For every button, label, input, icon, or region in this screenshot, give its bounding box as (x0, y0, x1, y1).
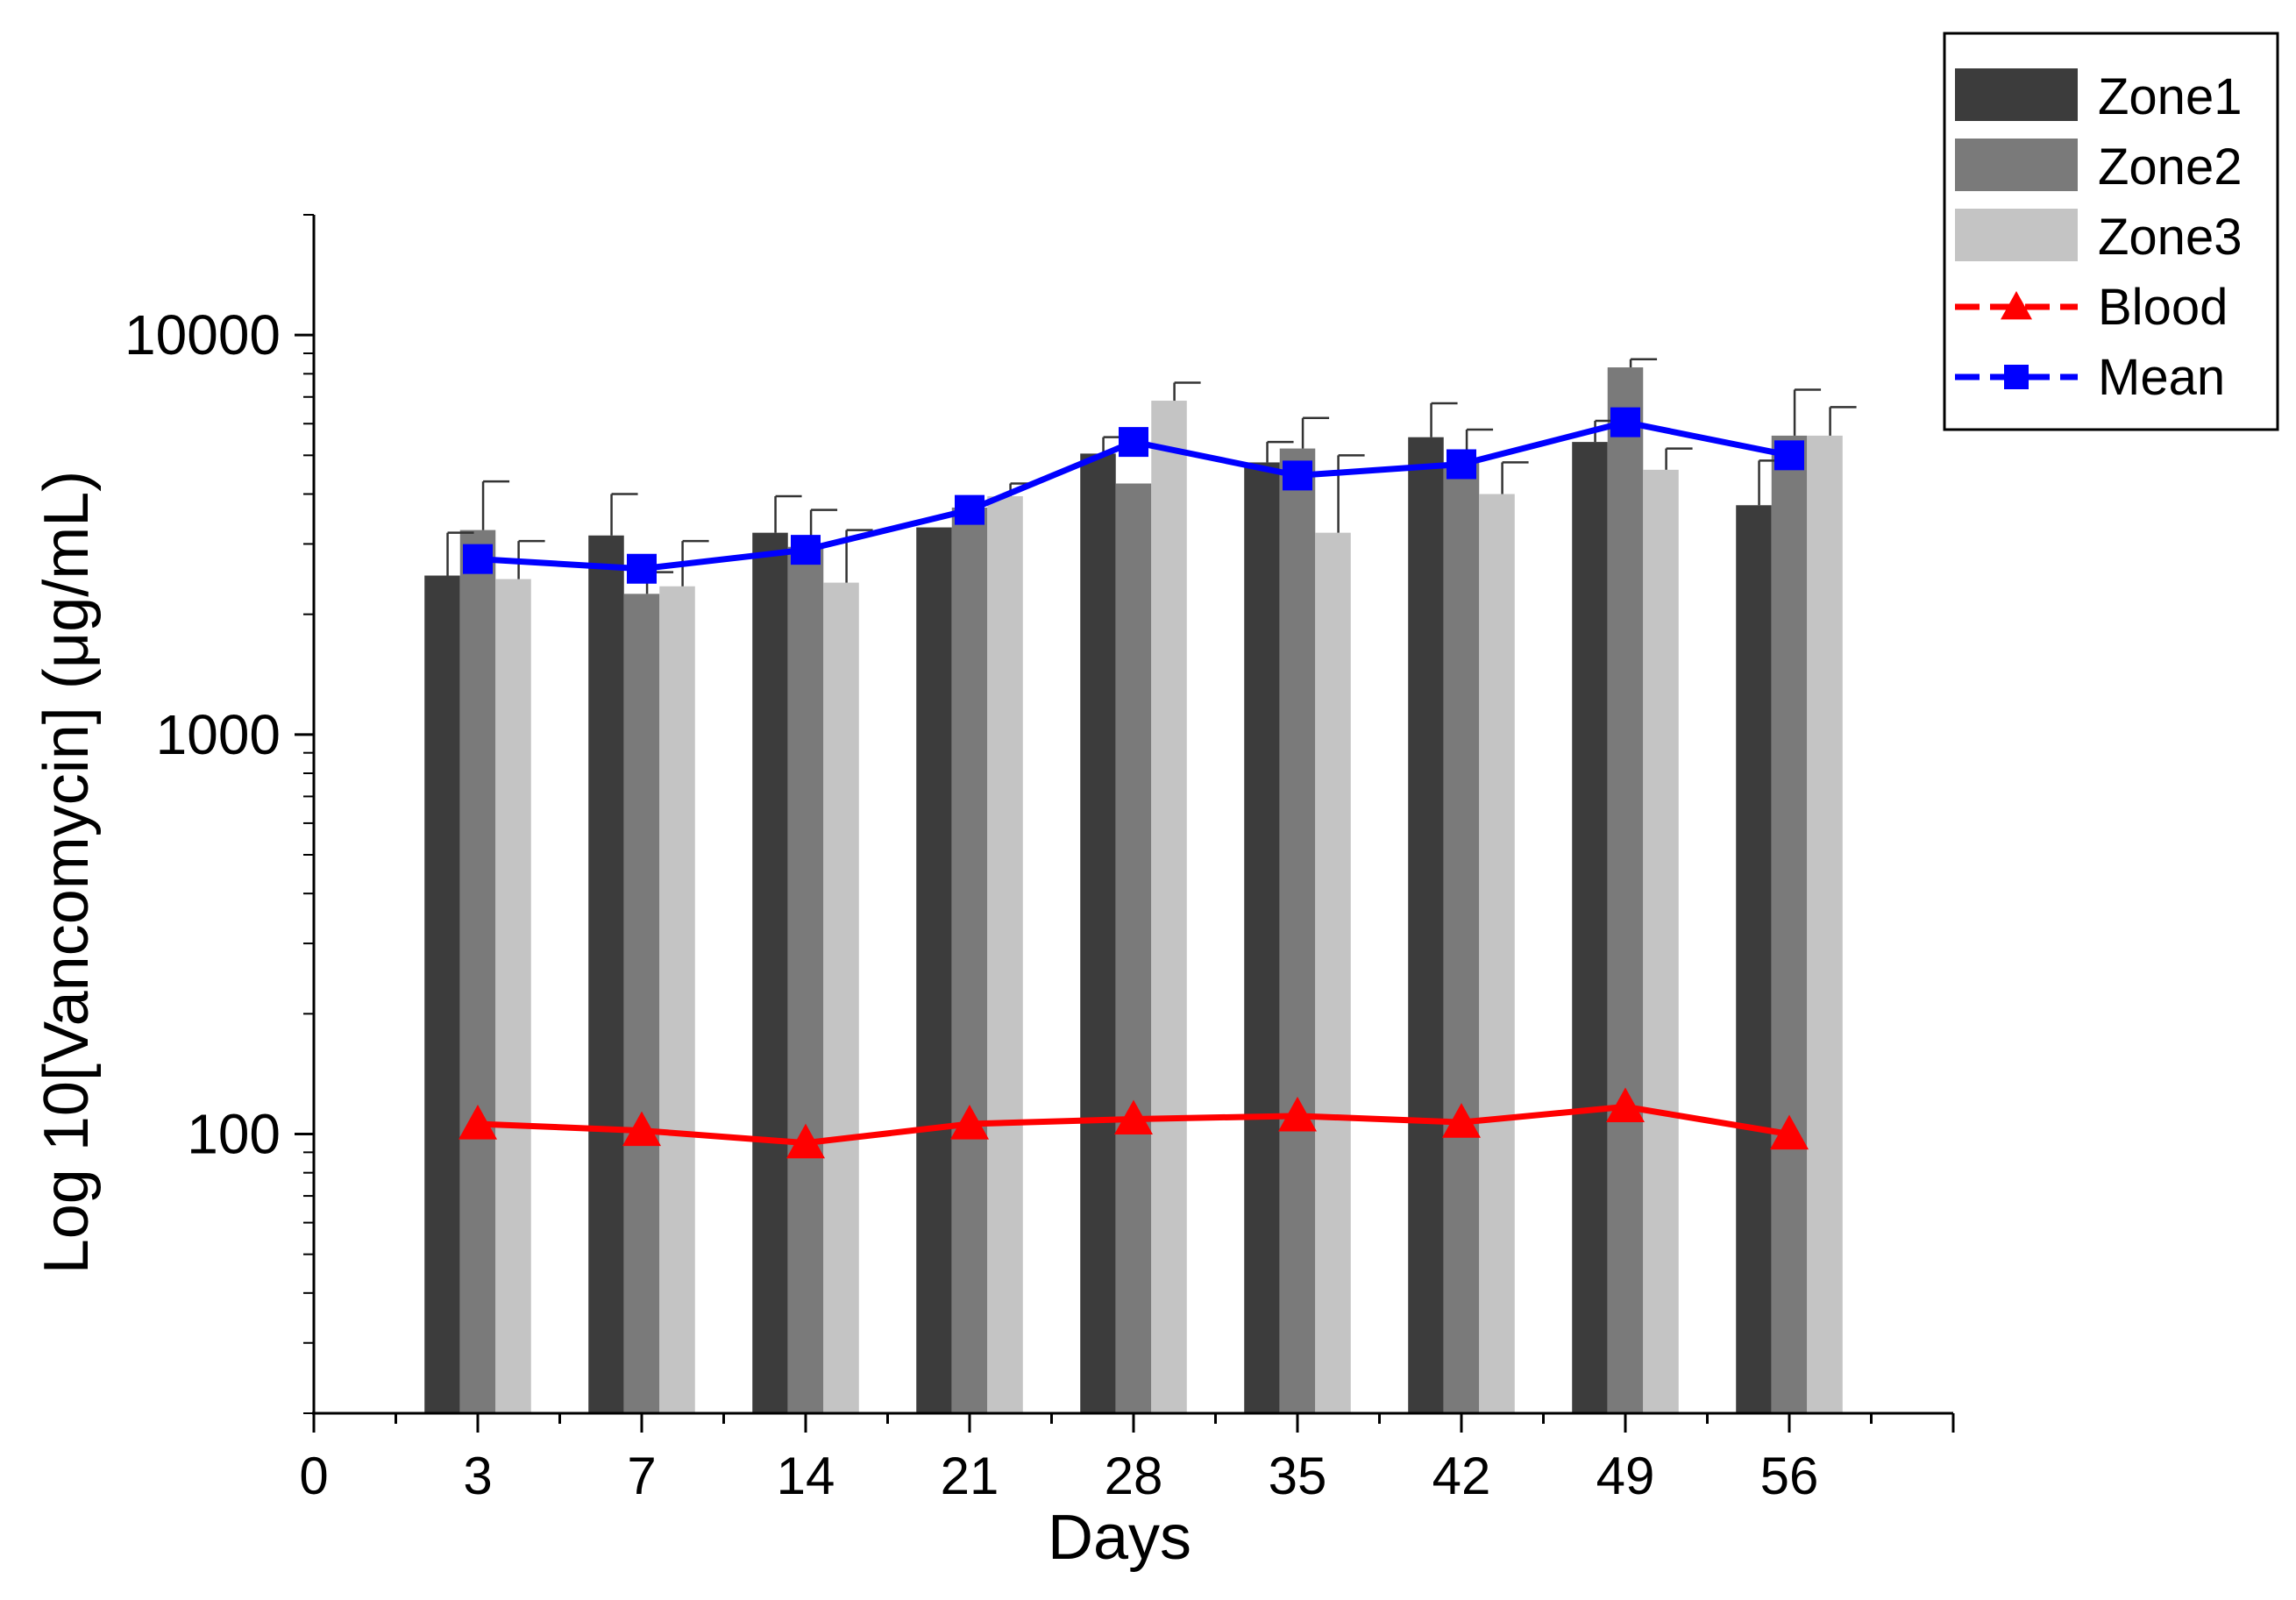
marker-mean (791, 535, 821, 565)
bar-zone1 (752, 532, 788, 1413)
bar-zone3 (1807, 435, 1843, 1414)
legend-swatch (1955, 68, 2078, 121)
bar-zone3 (1151, 401, 1187, 1413)
legend-label: Mean (2098, 349, 2225, 406)
x-tick-label: 0 (299, 1447, 328, 1505)
bar-zone2 (1443, 462, 1480, 1414)
y-axis-title: Log 10[Vancomycin] (μg/mL) (32, 471, 102, 1275)
marker-mean (463, 544, 493, 574)
marker-blood (950, 1104, 989, 1140)
bar-zone1 (1408, 437, 1444, 1413)
bar-zone1 (1736, 505, 1772, 1414)
bar-zone1 (1244, 462, 1280, 1414)
bar-zone2 (787, 546, 824, 1413)
x-tick-label: 28 (1105, 1447, 1163, 1505)
y-tick-label: 100 (187, 1103, 281, 1166)
legend-label: Zone2 (2098, 139, 2242, 196)
bar-zone2 (1115, 483, 1152, 1413)
x-tick-label: 3 (463, 1447, 492, 1505)
x-tick-label: 49 (1596, 1447, 1655, 1505)
marker-mean (1119, 427, 1148, 458)
marker-mean (955, 494, 985, 525)
bar-zone2 (1279, 448, 1316, 1413)
marker-blood (1278, 1096, 1317, 1132)
x-tick-label: 14 (777, 1447, 835, 1505)
x-axis-title: Days (1048, 1503, 1191, 1573)
bar-zone3 (1315, 532, 1351, 1413)
x-tick-label: 35 (1269, 1447, 1327, 1505)
legend-label: Zone1 (2098, 68, 2242, 125)
legend-marker (2004, 365, 2029, 389)
bar-zone2 (1607, 367, 1644, 1414)
y-tick-label: 10000 (124, 303, 281, 366)
bar-zone2 (951, 507, 988, 1413)
legend-swatch (1955, 139, 2078, 191)
marker-blood (1442, 1103, 1481, 1138)
marker-blood (786, 1123, 825, 1159)
marker-blood (458, 1104, 497, 1140)
bar-zone1 (424, 575, 460, 1413)
bars-layer (424, 367, 1843, 1414)
bar-zone2 (459, 530, 496, 1413)
bar-zone3 (1479, 494, 1515, 1413)
legend-swatch (1955, 209, 2078, 261)
legend-label: Blood (2098, 279, 2228, 336)
x-tick-label: 7 (627, 1447, 656, 1505)
legend-marker (2001, 291, 2032, 320)
marker-blood (622, 1111, 661, 1147)
ticks-layer: 0 3 7 14 21 28 35 42 49 56 100 1000 10000 (124, 214, 1955, 1505)
marker-blood (1606, 1087, 1645, 1123)
bar-zone2 (623, 594, 660, 1413)
x-tick-label: 21 (941, 1447, 999, 1505)
x-tick-label: 56 (1760, 1447, 1819, 1505)
marker-blood (1114, 1099, 1153, 1135)
bar-zone2 (1771, 435, 1808, 1414)
marker-mean (1283, 460, 1312, 491)
y-tick-label: 1000 (156, 703, 281, 766)
marker-mean (1610, 407, 1640, 437)
marker-blood (1770, 1114, 1809, 1150)
x-tick-label: 42 (1432, 1447, 1491, 1505)
bar-zone1 (588, 535, 624, 1413)
bar-zone1 (916, 527, 952, 1413)
bar-zone1 (1080, 453, 1116, 1413)
lines-layer (458, 407, 1809, 1159)
bar-zone3 (495, 579, 531, 1413)
bar-zone3 (823, 582, 859, 1413)
legend-label: Zone3 (2098, 209, 2242, 266)
bar-zone3 (987, 495, 1023, 1413)
bar-zone1 (1572, 442, 1608, 1413)
bar-zone3 (659, 586, 695, 1413)
legend: Zone1 Zone2 Zone3 Blood Mean (1943, 32, 2279, 431)
marker-mean (627, 553, 657, 584)
marker-mean (1447, 449, 1476, 480)
bar-zone3 (1643, 469, 1679, 1413)
marker-mean (1774, 440, 1804, 471)
